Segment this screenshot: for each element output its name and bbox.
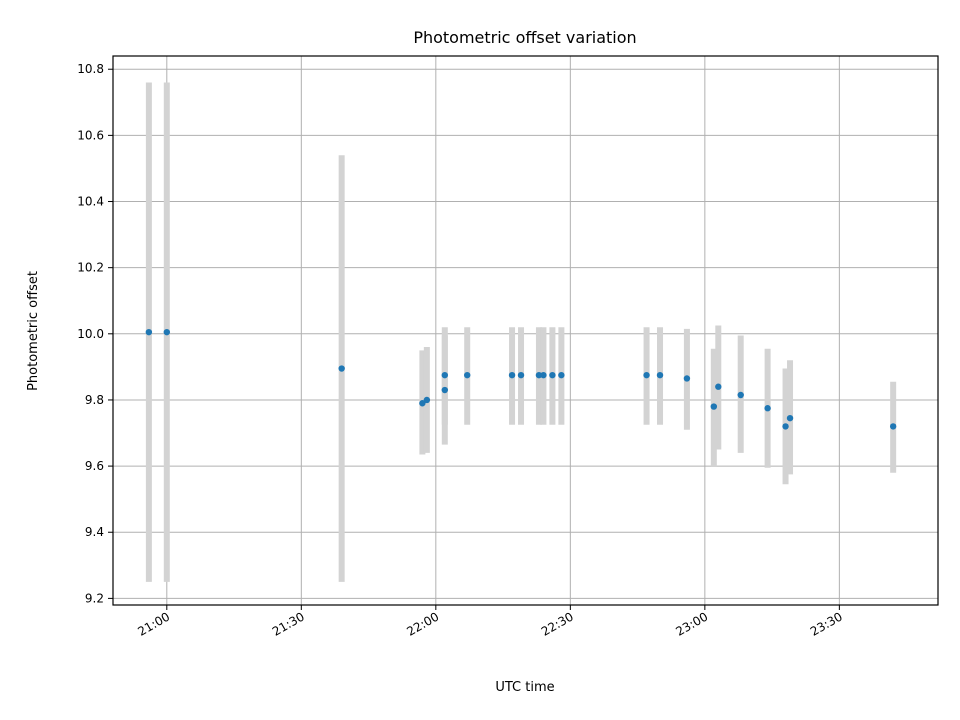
y-tick-label: 10.2	[77, 261, 104, 275]
data-point	[464, 371, 471, 379]
data-point	[782, 423, 789, 430]
x-tick-label: 23:30	[808, 609, 845, 638]
data-point	[423, 396, 431, 404]
x-axis-ticks: 21:00 21:30 22:00 22:30 23:00 23:30	[135, 605, 845, 639]
chart-title: Photometric offset variation	[413, 28, 636, 47]
data-point	[889, 423, 897, 430]
y-tick-label: 10.6	[77, 128, 104, 142]
data-point	[683, 375, 691, 382]
x-axis-label: UTC time	[495, 680, 554, 695]
data-point	[549, 371, 556, 379]
x-tick-label: 21:30	[270, 609, 307, 638]
y-tick-label: 10.8	[77, 62, 104, 76]
data-point	[715, 383, 722, 390]
data-point	[163, 328, 171, 336]
data-point	[441, 386, 448, 394]
data-point	[338, 365, 345, 372]
y-tick-label: 10.0	[77, 327, 104, 341]
data-point	[419, 400, 426, 407]
data-point	[656, 371, 664, 379]
y-tick-label: 9.8	[85, 393, 104, 407]
data-point	[710, 403, 718, 410]
y-tick-label: 9.6	[85, 459, 104, 473]
x-tick-label: 22:00	[404, 609, 441, 638]
y-tick-label: 9.4	[85, 525, 104, 539]
x-tick-label: 22:30	[539, 609, 576, 638]
plot-frame	[112, 55, 939, 606]
y-axis-label: Photometric offset	[26, 271, 41, 391]
data-points	[145, 328, 897, 430]
error-bars	[145, 82, 897, 582]
grid-lines	[113, 56, 938, 605]
data-point	[517, 371, 525, 379]
data-point	[535, 371, 543, 379]
x-tick-label: 21:00	[135, 609, 172, 638]
data-point	[643, 371, 650, 379]
y-axis-ticks: 9.2 9.4 9.6 9.8 10.0 10.2 10.4 10.6 10.8	[77, 62, 113, 605]
data-point	[558, 371, 565, 379]
data-point	[737, 391, 744, 399]
data-point	[786, 414, 794, 422]
y-tick-label: 10.4	[77, 195, 104, 209]
y-tick-label: 9.2	[85, 591, 104, 605]
data-point	[540, 371, 547, 379]
data-point	[764, 405, 771, 412]
data-point	[508, 371, 516, 379]
data-point	[441, 371, 448, 379]
x-tick-label: 23:00	[673, 609, 710, 638]
data-point	[145, 328, 153, 336]
